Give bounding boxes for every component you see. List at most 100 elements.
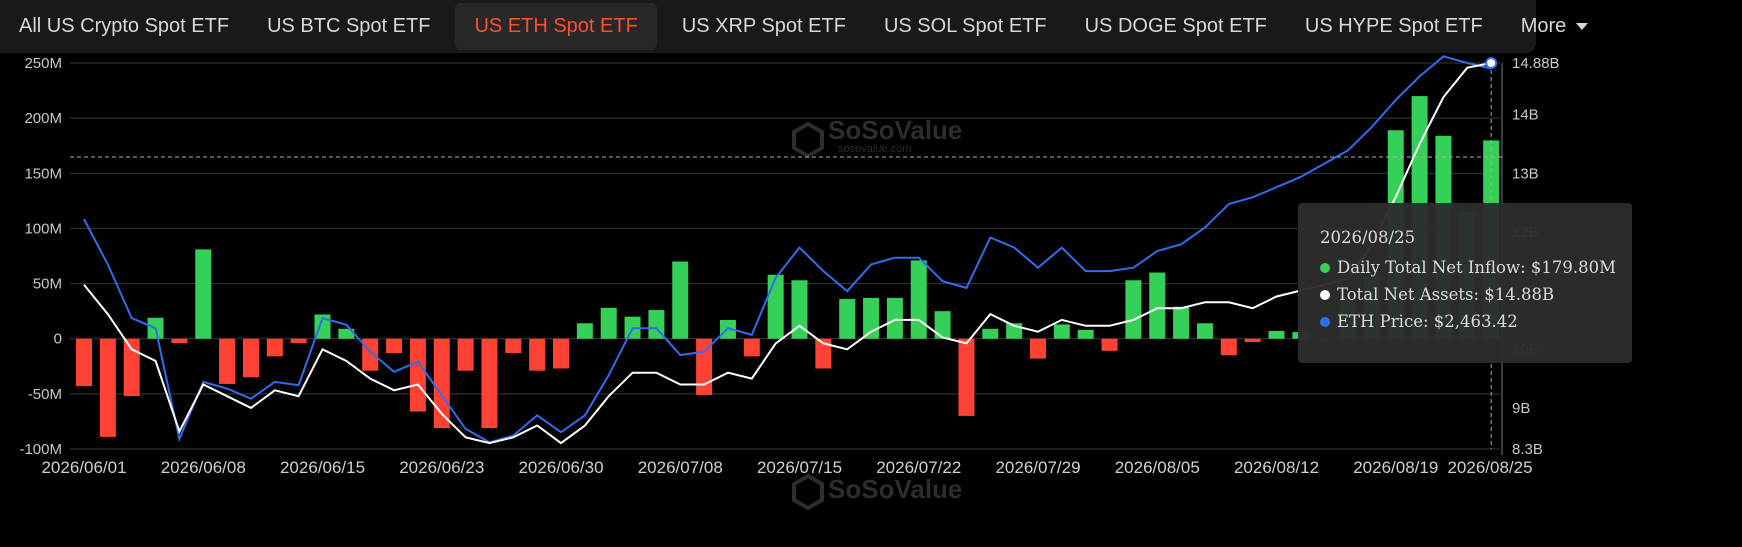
inflow-bar [99,338,116,437]
inflow-bar [553,338,569,369]
x-tick-label: 2026/07/22 [876,458,961,477]
tab-all-us-crypto-spot-etf[interactable]: All US Crypto Spot ETF [19,15,230,37]
inflow-bar [409,338,426,412]
tab-us-eth-spot-etf[interactable]: US ETH Spot ETF [455,3,657,50]
x-tick-label: 2026/06/15 [280,458,365,477]
right-tick-label: 13B [1512,165,1539,182]
series-lines [83,55,1498,449]
watermark-top: SoSoValue sosovalue.com [792,115,962,159]
left-tick-label: -100M [19,441,62,458]
inflow-bar [791,280,808,339]
tooltip-row-inflow: Daily Total Net Inflow: $179.80M [1320,258,1616,277]
inflow-bar [1268,330,1285,339]
inflow-bar [1149,272,1166,339]
tooltip-inflow: Daily Total Net Inflow: $179.80M [1337,258,1617,277]
green-dot-icon [1320,262,1330,273]
inflow-bar [242,338,259,378]
inflow-bar [266,338,283,357]
tab-us-btc-spot-etf[interactable]: US BTC Spot ETF [267,15,431,37]
chart-tooltip: 2026/08/25 Daily Total Net Inflow: $179.… [1298,203,1632,363]
inflow-bar [529,338,546,371]
left-tick-label: -50M [28,386,62,403]
inflow-bar [886,297,903,339]
x-tick-label: 2026/07/15 [757,458,842,477]
x-tick-label: 2026/06/23 [399,458,484,477]
eth-price-line [83,55,1492,444]
more-label: More [1520,15,1567,37]
inflow-bar [433,338,450,429]
inflow-bar [743,338,760,357]
inflow-bar [672,261,689,339]
inflow-bar [1220,338,1237,356]
left-tick-label: 250M [24,55,62,72]
inflow-bar [982,328,999,339]
inflow-bar [362,338,379,371]
inflow-bar [815,338,832,369]
inflow-bars [76,96,1500,437]
tab-us-hype-spot-etf[interactable]: US HYPE Spot ETF [1304,15,1483,37]
axes: 250M 200M 150M 100M 50M 0 -50M -100M 14.88B 14B 13… [19,55,1559,477]
watermark-site: sosovalue.com [838,143,911,155]
inflow-bar [314,314,331,339]
right-tick-label: 14B [1512,107,1539,124]
inflow-bar [457,338,474,371]
inflow-bar [576,323,593,339]
inflow-bar [910,260,927,339]
sosovalue-logo-icon [792,121,824,159]
tooltip-date: 2026/08/25 [1320,228,1416,247]
x-tick-label: 2026/08/25 [1447,458,1532,477]
x-tick-label: 2026/08/12 [1234,458,1319,477]
tab-us-doge-spot-etf[interactable]: US DOGE Spot ETF [1084,15,1267,37]
inflow-bar [1101,338,1118,351]
x-tick-label: 2026/06/30 [518,458,603,477]
left-tick-label: 0 [54,331,62,348]
tooltip-assets: Total Net Assets: $14.88B [1337,285,1555,304]
tooltip-row-price: ETH Price: $2,463.42 [1320,312,1518,331]
gridlines [70,62,1500,450]
inflow-bar [219,338,236,384]
left-tick-label: 150M [24,165,62,182]
tab-us-xrp-spot-etf[interactable]: US XRP Spot ETF [681,15,846,37]
right-tick-label: 14.88B [1512,55,1560,72]
inflow-bar [76,338,92,387]
inflow-bar [481,338,498,429]
inflow-bar [386,338,403,354]
inflow-bar [767,274,784,339]
inflow-bar [1077,329,1094,339]
watermark-bottom: SoSoValue [792,473,962,511]
x-tick-label: 2026/08/19 [1353,458,1438,477]
inflow-bar [839,299,856,339]
watermark-brand: SoSoValue [828,115,962,145]
inflow-bar [1173,306,1190,339]
chevron-down-icon [1576,23,1589,30]
inflow-bar [1244,338,1261,343]
sosovalue-logo-icon [792,473,824,511]
inflow-bar [195,249,212,339]
inflow-bar [1053,324,1070,339]
more-tabs-dropdown[interactable]: More [1502,3,1608,50]
x-tick-label: 2026/07/08 [638,458,723,477]
right-tick-label: 9B [1512,400,1530,417]
tab-us-sol-spot-etf[interactable]: US SOL Spot ETF [883,15,1047,37]
x-tick-label: 2026/06/08 [161,458,246,477]
inflow-bar [1125,280,1142,339]
inflow-bar [123,338,140,397]
inflow-bar [171,338,188,344]
hover-point-marker [1485,57,1498,69]
inflow-bar [934,311,951,339]
watermark-brand: SoSoValue [828,474,962,504]
left-tick-label: 200M [24,110,62,127]
inflow-bar [600,307,617,339]
net-assets-line [83,62,1492,445]
inflow-bar [290,338,307,344]
inflow-bar [1030,338,1046,359]
tooltip-price: ETH Price: $2,463.42 [1337,312,1518,331]
tooltip-row-assets: Total Net Assets: $14.88B [1320,285,1554,304]
x-tick-label: 2026/08/05 [1115,458,1200,477]
x-tick-label: 2026/06/01 [41,458,126,477]
left-tick-label: 100M [24,220,62,237]
white-dot-icon [1320,289,1330,300]
right-tick-label: 8.3B [1512,441,1543,458]
etf-tab-bar: All US Crypto Spot ETF US BTC Spot ETF US … [0,0,1589,53]
inflow-bar [1196,323,1213,339]
